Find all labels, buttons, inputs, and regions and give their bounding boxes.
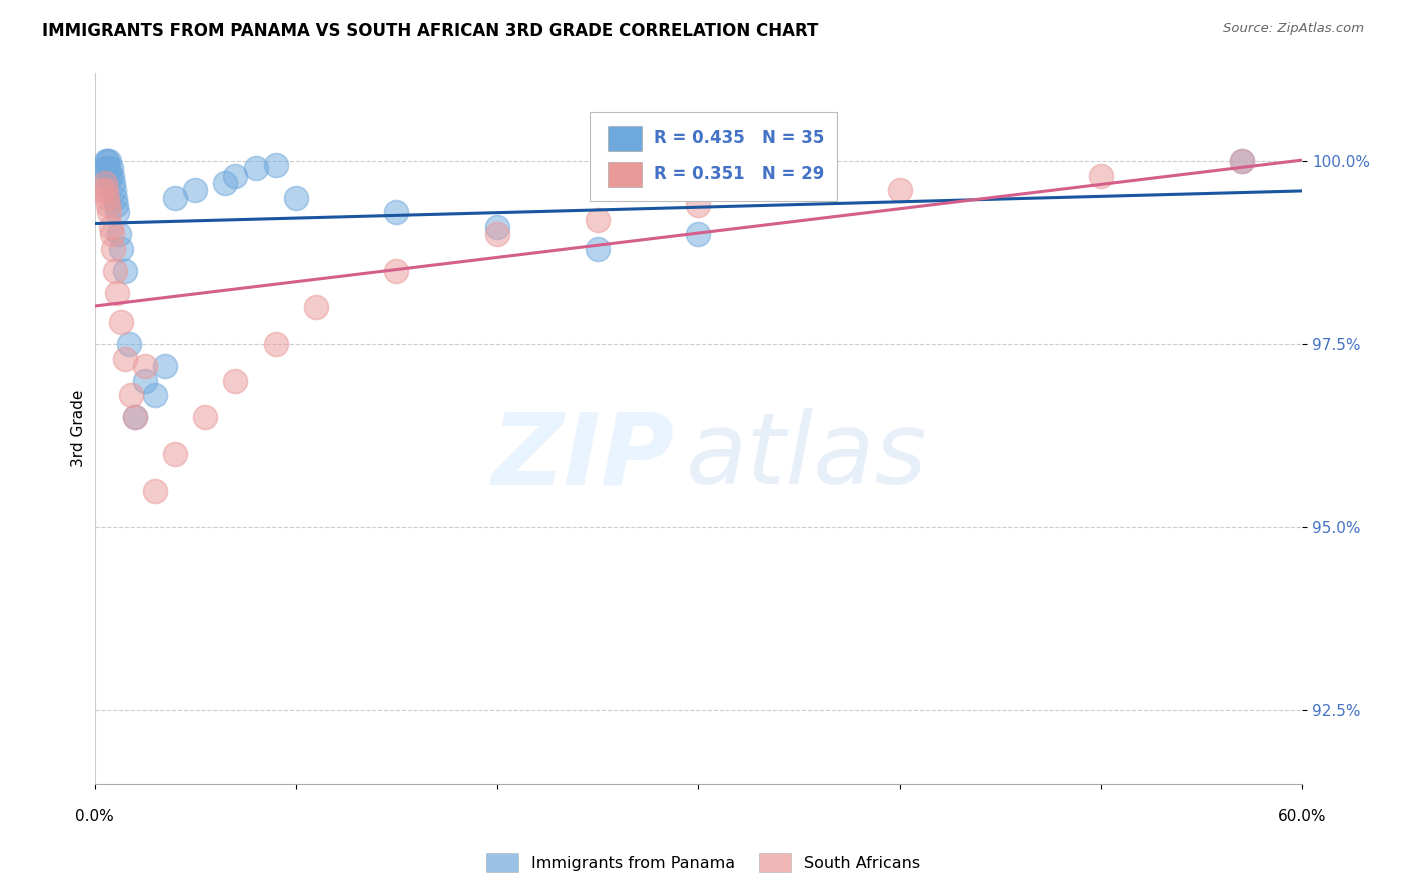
Y-axis label: 3rd Grade: 3rd Grade (72, 390, 86, 467)
Point (134, 359, 156, 373)
Point (385, 264, 408, 278)
Point (165, 447, 187, 461)
Point (93, 176, 115, 190)
Point (94, 153, 117, 168)
Point (124, 410, 146, 425)
Text: atlas: atlas (686, 409, 928, 505)
Point (305, 301, 328, 315)
Point (101, 176, 124, 190)
Point (586, 212, 609, 227)
FancyBboxPatch shape (589, 112, 837, 201)
Text: 0.0%: 0.0% (75, 809, 114, 824)
Point (105, 205, 128, 219)
Point (97, 205, 120, 219)
Point (224, 374, 246, 388)
Point (118, 337, 141, 351)
Text: R = 0.351   N = 29: R = 0.351 N = 29 (654, 165, 824, 183)
Point (90, 183, 112, 197)
Point (688, 198, 710, 212)
Point (1230, 153, 1253, 168)
Text: Source: ZipAtlas.com: Source: ZipAtlas.com (1223, 22, 1364, 36)
Point (100, 219, 122, 234)
Bar (607, 161, 641, 186)
Point (96, 190, 118, 204)
Point (90, 176, 112, 190)
Point (97, 153, 120, 168)
Point (105, 285, 128, 300)
Bar (607, 127, 641, 151)
Point (184, 183, 207, 197)
Point (1230, 153, 1253, 168)
Point (1090, 169, 1112, 183)
Text: R = 0.435   N = 35: R = 0.435 N = 35 (654, 129, 824, 147)
Point (124, 410, 146, 425)
Point (245, 161, 267, 176)
Point (143, 483, 166, 498)
Point (104, 190, 127, 204)
Point (96, 153, 118, 168)
Point (103, 183, 125, 197)
Point (100, 169, 122, 183)
Point (586, 242, 609, 256)
Point (688, 227, 710, 242)
Point (264, 157, 287, 171)
Point (486, 219, 509, 234)
Point (120, 388, 142, 402)
Point (114, 351, 136, 366)
Point (165, 190, 187, 204)
Point (97, 161, 120, 176)
Point (114, 264, 136, 278)
Legend: Immigrants from Panama, South Africans: Immigrants from Panama, South Africans (478, 845, 928, 880)
Point (224, 169, 246, 183)
Text: ZIP: ZIP (491, 409, 675, 505)
Point (93, 161, 115, 176)
Point (486, 227, 509, 242)
Point (104, 198, 127, 212)
Point (889, 183, 911, 197)
Point (97, 198, 120, 212)
Point (94, 183, 117, 197)
Point (153, 359, 176, 373)
Point (110, 242, 132, 256)
Point (98, 169, 121, 183)
Point (264, 337, 287, 351)
Point (143, 388, 166, 402)
Point (91, 169, 114, 183)
Point (107, 227, 129, 242)
Point (101, 242, 124, 256)
Point (100, 161, 122, 176)
Text: 60.0%: 60.0% (1278, 809, 1326, 824)
Point (284, 190, 307, 204)
Point (385, 205, 408, 219)
Point (214, 176, 236, 190)
Point (134, 374, 156, 388)
Point (110, 315, 132, 329)
Text: IMMIGRANTS FROM PANAMA VS SOUTH AFRICAN 3RD GRADE CORRELATION CHART: IMMIGRANTS FROM PANAMA VS SOUTH AFRICAN … (42, 22, 818, 40)
Point (100, 227, 122, 242)
Point (104, 264, 127, 278)
Point (194, 410, 217, 425)
